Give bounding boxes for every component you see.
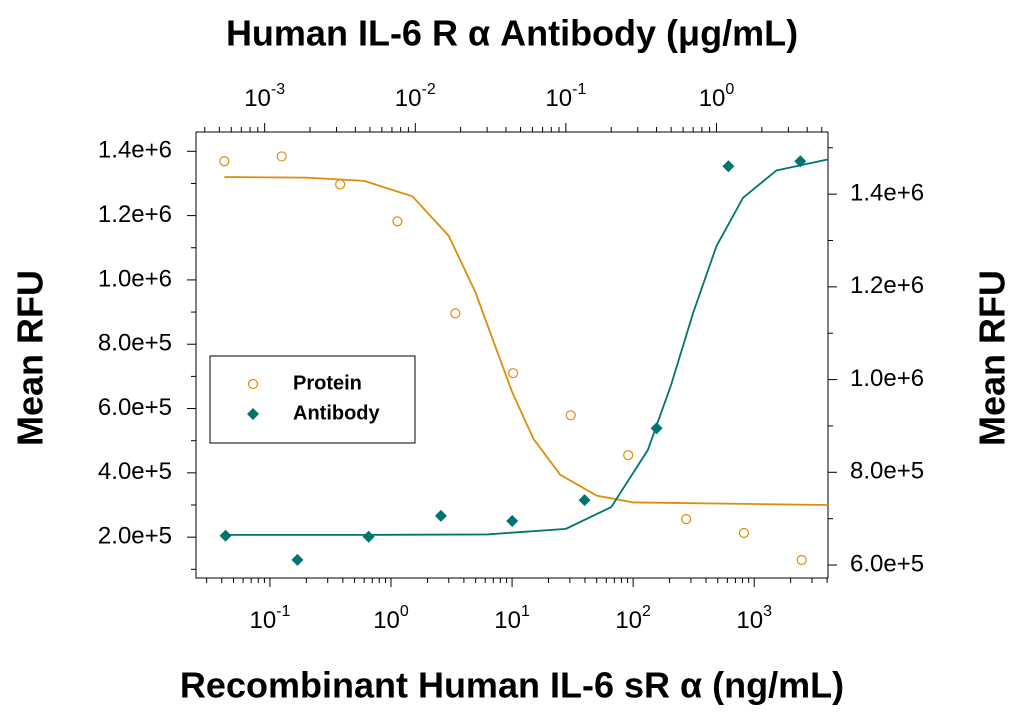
legend-box xyxy=(209,355,416,444)
y-tick-label: 1.2e+6 xyxy=(850,272,924,299)
tick-base: 10 xyxy=(249,607,276,634)
data-point xyxy=(650,422,663,435)
data-point xyxy=(508,368,519,379)
data-point xyxy=(362,530,375,543)
y-tick-label: 4.0e+5 xyxy=(98,458,172,485)
y-tick-label: 6.0e+5 xyxy=(850,550,924,577)
tick-base: 10 xyxy=(244,85,271,112)
y-tick-label: 1.4e+6 xyxy=(850,179,924,206)
data-point xyxy=(565,410,576,421)
x-tick-label: 101 xyxy=(494,603,530,634)
tick-exponent: -2 xyxy=(422,81,436,98)
x-tick-label: 102 xyxy=(615,603,651,634)
tick-base: 10 xyxy=(545,85,572,112)
tick-base: 10 xyxy=(615,607,642,634)
x-tick-label: 10-1 xyxy=(249,603,290,634)
data-point xyxy=(219,529,232,542)
tick-exponent: -3 xyxy=(271,81,285,98)
tick-exponent: -1 xyxy=(572,81,586,98)
tick-exponent: -1 xyxy=(276,603,290,620)
y-tick-label: 1.0e+6 xyxy=(850,365,924,392)
tick-exponent: 2 xyxy=(642,603,651,620)
tick-exponent: 1 xyxy=(521,603,530,620)
y-tick-label: 6.0e+5 xyxy=(98,394,172,421)
tick-exponent: 0 xyxy=(725,81,734,98)
legend-marker xyxy=(247,378,259,390)
tick-base: 10 xyxy=(395,85,422,112)
y-tick-label: 1.4e+6 xyxy=(98,137,172,164)
data-point xyxy=(506,514,519,527)
data-point xyxy=(796,554,807,566)
y-tick-label: 1.0e+6 xyxy=(98,265,172,292)
y-tick-label: 2.0e+5 xyxy=(98,523,172,550)
fit-curve xyxy=(224,176,829,506)
x-tick-label: 10-1 xyxy=(545,81,586,112)
legend-marker xyxy=(247,408,259,420)
data-point xyxy=(738,527,750,539)
legend-label: Protein xyxy=(293,372,362,394)
right-axis-title: Mean RFU xyxy=(972,270,1013,446)
top-axis-title: Human IL-6 R α Antibody (μg/mL) xyxy=(226,13,798,54)
y-tick-label: 8.0e+5 xyxy=(98,330,172,357)
x-tick-label: 100 xyxy=(373,603,409,634)
tick-base: 10 xyxy=(699,85,726,112)
tick-base: 10 xyxy=(494,607,521,634)
tick-exponent: 0 xyxy=(400,603,409,620)
left-axis-title: Mean RFU xyxy=(10,270,51,446)
data-point xyxy=(681,514,692,525)
legend-label: Antibody xyxy=(293,402,381,424)
x-tick-label: 10-2 xyxy=(395,81,436,112)
data-point xyxy=(219,156,230,167)
x-tick-label: 10-3 xyxy=(244,81,285,112)
data-point xyxy=(578,494,591,507)
tick-exponent: 3 xyxy=(763,603,772,620)
data-point xyxy=(434,509,447,522)
data-point xyxy=(794,155,807,168)
fit-curve xyxy=(225,158,829,536)
tick-base: 10 xyxy=(373,607,400,634)
data-point xyxy=(722,160,735,173)
y-tick-label: 8.0e+5 xyxy=(850,458,924,485)
data-point xyxy=(623,450,634,461)
x-tick-label: 100 xyxy=(699,81,735,112)
data-point xyxy=(392,216,403,227)
bottom-axis-title: Recombinant Human IL-6 sR α (ng/mL) xyxy=(180,665,844,706)
data-point xyxy=(450,308,461,319)
data-point xyxy=(291,553,304,566)
x-tick-label: 103 xyxy=(736,603,772,634)
data-point xyxy=(276,151,287,162)
y-tick-label: 1.2e+6 xyxy=(98,201,172,228)
tick-base: 10 xyxy=(736,607,763,634)
data-point xyxy=(335,179,346,190)
